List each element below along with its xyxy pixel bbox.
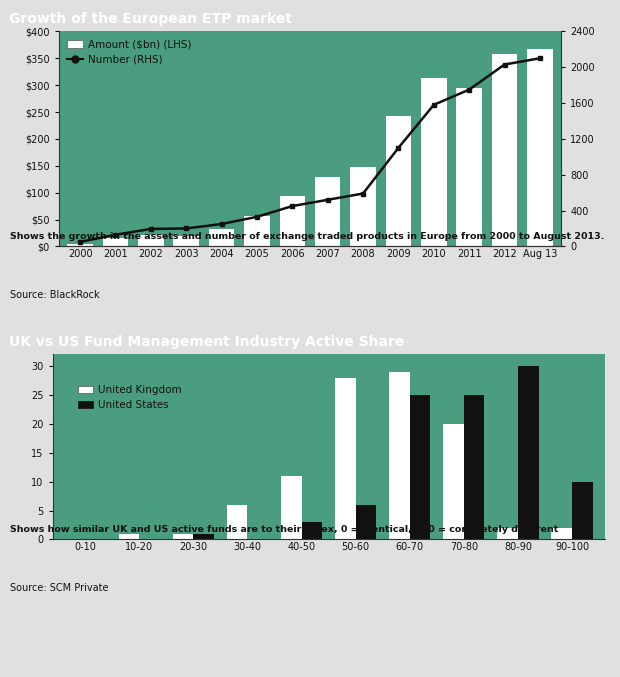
Bar (350, 167, 376, 246)
Text: Source: BlackRock: Source: BlackRock (11, 290, 100, 301)
Bar (497, 528, 518, 540)
Bar (281, 476, 301, 540)
Legend: Amount ($bn) (LHS), Number (RHS): Amount ($bn) (LHS), Number (RHS) (64, 37, 195, 68)
Bar (518, 366, 539, 540)
Bar (572, 481, 593, 540)
Text: UK vs US Fund Management Industry Active Share: UK vs US Fund Management Industry Active… (9, 335, 405, 349)
Bar (280, 196, 305, 246)
Bar (389, 372, 410, 540)
Bar (209, 230, 234, 246)
Bar (356, 505, 376, 540)
Bar (173, 533, 193, 540)
Bar (335, 378, 356, 540)
Bar (386, 116, 411, 246)
Bar (456, 88, 482, 246)
Text: Shows the growth in the assets and number of exchange traded products in Europe : Shows the growth in the assets and numbe… (11, 232, 605, 240)
Bar (138, 234, 164, 246)
Bar (174, 236, 199, 246)
Bar (301, 522, 322, 540)
Bar (244, 216, 270, 246)
Legend: United Kingdom, United States: United Kingdom, United States (74, 382, 185, 414)
Text: Shows how similar UK and US active funds are to their index, 0 = identical, 100 : Shows how similar UK and US active funds… (11, 525, 559, 533)
Bar (443, 424, 464, 540)
Bar (551, 528, 572, 540)
Bar (464, 395, 484, 540)
Bar (492, 54, 517, 246)
Bar (103, 238, 128, 246)
Bar (193, 533, 214, 540)
Text: Growth of the European ETP market: Growth of the European ETP market (9, 12, 292, 26)
Bar (118, 533, 140, 540)
Text: Source: SCM Private: Source: SCM Private (11, 584, 109, 594)
Bar (527, 49, 552, 246)
Bar (410, 395, 430, 540)
Bar (421, 78, 446, 246)
Bar (227, 505, 247, 540)
Bar (68, 244, 93, 246)
Bar (315, 177, 340, 246)
